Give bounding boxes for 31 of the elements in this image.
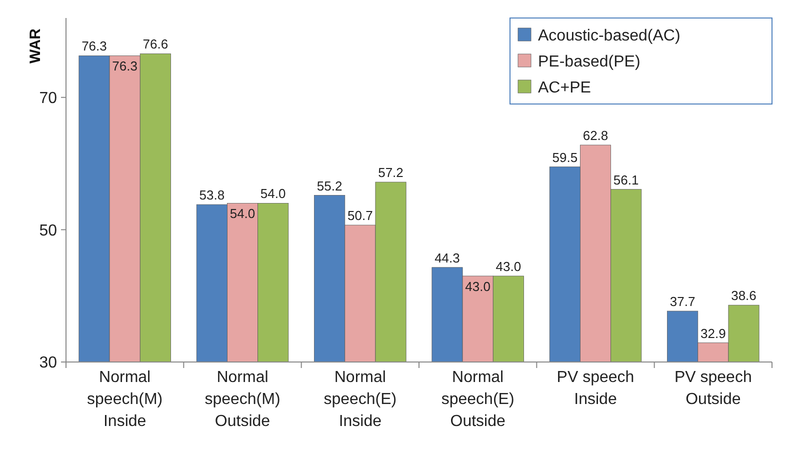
x-tick-label: Normal speech(M) Outside (204, 369, 280, 430)
data-label: 50.7 (348, 208, 373, 224)
data-label: 76.3 (82, 38, 107, 54)
data-label: 54.0 (260, 186, 286, 202)
data-label: 53.8 (199, 188, 225, 203)
y-tick-label: 70 (39, 90, 58, 107)
data-label: 38.6 (731, 288, 756, 304)
data-label: 32.9 (700, 326, 726, 341)
data-label: 56.1 (613, 172, 639, 188)
legend-label: Acoustic-based(AC) (538, 28, 680, 45)
y-tick-label: 50 (39, 222, 58, 240)
y-axis-title: WAR (27, 28, 44, 64)
data-label: 37.7 (670, 294, 696, 310)
x-tick-label: PV speech Inside (556, 369, 634, 408)
x-tick-label: Normal speech(E) Outside (441, 369, 514, 430)
legend-label: AC+PE (538, 80, 591, 97)
data-label: 43.0 (496, 259, 522, 274)
data-label: 54.0 (230, 206, 256, 222)
data-label: 57.2 (378, 165, 404, 180)
data-label: 62.8 (582, 128, 608, 144)
x-tick-label: Normal speech(E) Inside (324, 369, 397, 430)
data-label: 44.3 (434, 250, 460, 266)
data-label: 55.2 (316, 178, 342, 194)
data-label: 43.0 (465, 279, 490, 294)
legend-label: PE-based(PE) (538, 54, 640, 71)
x-tick-label: PV speech Outside (674, 369, 752, 408)
data-label: 76.6 (142, 36, 168, 52)
data-label: 59.5 (552, 150, 578, 165)
y-tick-label: 30 (39, 354, 58, 372)
data-label: 76.3 (112, 58, 138, 74)
x-tick-label: Normal speech(M) Inside (87, 369, 163, 430)
